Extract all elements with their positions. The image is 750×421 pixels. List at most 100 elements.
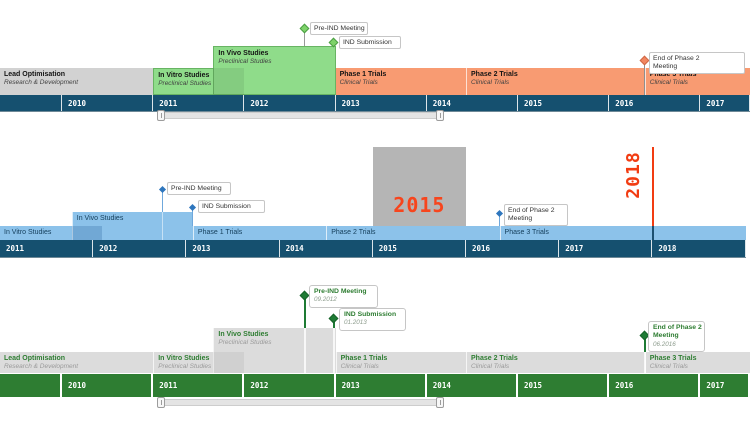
task-label: Phase 2 Trials	[471, 355, 518, 362]
milestone-stem	[192, 209, 194, 226]
milestone-label-line: Meeting	[508, 214, 533, 222]
task-bar-phase-2-trials[interactable]: Phase 2 Trials Clinical Trials	[466, 352, 645, 373]
task-label: In Vivo Studies	[218, 50, 269, 57]
task-label: Phase 3 Trials	[504, 229, 549, 236]
milestone-label-line: IND Submission	[344, 311, 397, 318]
milestone-stem	[303, 328, 306, 374]
axis-year-cell: 2016	[609, 95, 701, 111]
task-bar-phase-3-trials[interactable]: Phase 3 Trials Clinical Trials	[644, 352, 750, 373]
scrollbar-handle-left[interactable]	[157, 110, 165, 121]
axis-year-cell: 2015	[518, 95, 610, 111]
axis-year-cell: 2013	[335, 95, 427, 111]
axis-year-cell: 2010	[62, 95, 154, 111]
milestone-stem	[332, 328, 335, 374]
task-bar-in-vivo-studies[interactable]: In Vivo Studies Preclinical Studies	[213, 46, 336, 95]
milestone-label-line: Meeting	[653, 62, 678, 70]
task-label: In Vitro Studies	[158, 355, 210, 362]
current-year-line-bar-segment	[652, 226, 654, 240]
axis-year-cell: 2014	[426, 95, 518, 111]
task-bar-phase-1-trials[interactable]: Phase 1 Trials Clinical Trials	[335, 68, 466, 95]
milestone-label: Pre-IND Meeting	[167, 182, 231, 196]
milestone-stem	[161, 191, 163, 212]
task-label: Phase 1 Trials	[340, 355, 388, 362]
axis-year-cell: 2012	[244, 374, 336, 397]
milestone-label: IND Submission 01.2013	[339, 308, 406, 331]
scrollbar-handle-right[interactable]	[436, 110, 444, 121]
milestone-label: End of Phase 2 Meeting	[649, 52, 745, 74]
task-label: Phase 2 Trials	[331, 229, 376, 236]
task-sublabel: Clinical Trials	[649, 79, 688, 86]
task-sublabel: Research & Development	[4, 79, 79, 86]
scrollbar-handle-left[interactable]	[157, 397, 165, 408]
axis-year-cell: 2012	[244, 95, 336, 111]
milestone-diamond-icon[interactable]	[328, 313, 339, 323]
task-label: Lead Optimisation	[4, 71, 66, 78]
task-sublabel: Preclinical Studies	[218, 58, 272, 65]
timeline-scrollbar-track[interactable]	[159, 399, 442, 406]
task-bar-phase-2-trials[interactable]: Phase 2 Trials	[326, 226, 500, 240]
task-sublabel: Preclinical Studies	[158, 363, 212, 370]
task-label: In Vitro Studies	[158, 72, 210, 79]
axis-year-cell: 2014	[426, 374, 518, 397]
scrollbar-handle-right[interactable]	[436, 397, 444, 408]
milestone-label: End of Phase 2 Meeting	[504, 204, 568, 226]
axis-year-cell: 2015	[372, 240, 466, 257]
axis-year-cell: 2011	[153, 95, 245, 111]
task-sublabel: Preclinical Studies	[158, 80, 212, 87]
axis-year-cell: 2017	[700, 95, 750, 111]
milestone-date: 01.2013	[344, 319, 367, 327]
task-bar-in-vivo-studies[interactable]: In Vivo Studies Preclinical Studies	[213, 328, 336, 373]
task-bar-lead-optimisation[interactable]: Lead Optimisation Research & Development	[0, 352, 154, 373]
milestone-stem	[644, 63, 646, 95]
axis-year-cell: 2011	[153, 374, 245, 397]
axis-year-cell: 2012	[93, 240, 187, 257]
axis-year-cell: 2016	[609, 374, 701, 397]
milestone-label-line: IND Submission	[202, 202, 251, 210]
axis-year-cell: 2013	[186, 240, 280, 257]
milestone-stem	[643, 335, 646, 352]
task-sublabel: Clinical Trials	[649, 363, 688, 370]
year-highlight-label: 2015	[393, 193, 446, 217]
milestone-stem	[643, 352, 646, 374]
milestone-label-line: Pre-IND Meeting	[314, 288, 367, 295]
axis-blank-cell	[0, 95, 62, 111]
current-year-line	[651, 147, 655, 226]
axis-blank-cell	[0, 374, 62, 397]
task-bar-in-vivo-studies[interactable]: In Vivo Studies	[71, 212, 193, 240]
year-highlight-box: 2015	[372, 147, 466, 226]
task-label: In Vitro Studies	[4, 229, 52, 236]
milestone-date: 09.2012	[314, 296, 337, 304]
milestone-label: End of Phase 2 Meeting 06.2016	[648, 321, 705, 353]
task-label: Lead Optimisation	[4, 355, 66, 362]
task-label: Phase 1 Trials	[197, 229, 243, 236]
milestone-label-line: End of Phase 2	[508, 206, 555, 214]
task-bar-phase-1-trials[interactable]: Phase 1 Trials	[192, 226, 327, 240]
task-sublabel: Clinical Trials	[471, 79, 510, 86]
axis-year-cell: 2017	[559, 240, 653, 257]
task-label: In Vivo Studies	[218, 331, 269, 338]
milestone-label-line: End of Phase 2	[653, 54, 700, 62]
axis-year-cell: 2014	[279, 240, 373, 257]
task-bar-phase-1-trials[interactable]: Phase 1 Trials Clinical Trials	[335, 352, 466, 373]
task-bar-phase-2-trials[interactable]: Phase 2 Trials Clinical Trials	[466, 68, 645, 95]
axis-year-cell: 2017	[700, 374, 750, 397]
task-sublabel: Research & Development	[4, 363, 79, 370]
milestone-label: IND Submission	[198, 200, 265, 214]
task-bar-lead-optimisation[interactable]: Lead Optimisation Research & Development	[0, 68, 154, 95]
milestone-stem	[303, 295, 306, 328]
task-sublabel: Clinical Trials	[471, 363, 510, 370]
axis-year-cell: 2015	[518, 374, 610, 397]
task-label: Phase 3 Trials	[649, 355, 697, 362]
task-sublabel: Clinical Trials	[339, 79, 378, 86]
milestone-date: 06.2016	[653, 340, 676, 348]
task-label: Phase 3 Trials	[649, 71, 697, 78]
task-sublabel: Clinical Trials	[340, 363, 379, 370]
milestone-stem	[332, 318, 335, 328]
milestone-stem	[499, 215, 501, 226]
milestone-label-line: Pre-IND Meeting	[171, 184, 222, 192]
milestone-label-line: End of Phase 2	[653, 324, 702, 331]
task-bar-phase-3-trials[interactable]: Phase 3 Trials	[499, 226, 746, 240]
